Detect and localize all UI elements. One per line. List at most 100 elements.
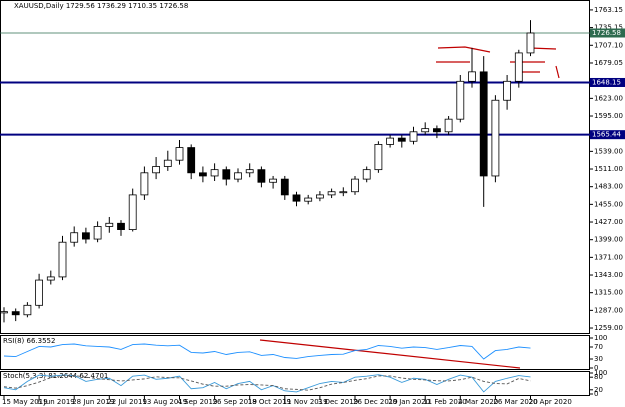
- candle-body: [409, 131, 418, 142]
- candle-body: [327, 191, 336, 196]
- candle-body: [128, 194, 137, 230]
- candle-body: [35, 279, 43, 306]
- trendline: [259, 46, 560, 369]
- candle-body: [456, 80, 465, 120]
- candle-body: [11, 311, 20, 316]
- x-tick-label: 26 Sep 2019: [213, 398, 257, 406]
- candle-body: [245, 169, 254, 174]
- y-tick-label: 70: [594, 343, 603, 351]
- y-tick-label: 1399.00: [594, 236, 623, 244]
- y-tick-label: 1763.15: [594, 6, 623, 14]
- candle-body: [397, 137, 406, 142]
- candle-body: [175, 147, 184, 161]
- candle-body: [432, 128, 441, 133]
- x-tick-label: 20 Jan 2020: [388, 398, 430, 406]
- y-tick-label: 1483.00: [594, 183, 623, 191]
- y-tick-label: 0: [594, 390, 598, 398]
- candle-body: [58, 241, 67, 278]
- y-tick-label: 1455.00: [594, 200, 623, 208]
- y-tick-label: 80: [594, 373, 603, 381]
- candle-body: [280, 178, 289, 196]
- candle-body: [421, 128, 430, 133]
- x-tick-label: 4 Sep 2019: [178, 398, 218, 406]
- y-tick-label: 100: [594, 334, 607, 342]
- x-tick-label: 26 Dec 2019: [353, 398, 398, 406]
- candle-body: [70, 232, 79, 243]
- y-tick-label: 1511.00: [594, 165, 623, 173]
- level-label: 1565.44: [592, 131, 621, 139]
- candle-body: [479, 71, 488, 177]
- rsi-panel: [0, 335, 590, 370]
- x-tick-label: 3 Dec 2019: [318, 398, 358, 406]
- candle-body: [339, 191, 348, 194]
- y-tick-label: 1287.00: [594, 306, 623, 314]
- y-tick-label: 100: [594, 369, 607, 377]
- candle-body: [269, 178, 278, 183]
- y-tick-label: 0: [594, 364, 598, 372]
- candle-body: [210, 169, 219, 177]
- level-label: 1648.15: [592, 78, 621, 86]
- candle-body: [152, 166, 161, 174]
- y-tick-label: 1371.00: [594, 253, 623, 261]
- candle-body: [292, 194, 301, 202]
- x-tick-label: 6 Jun 2019: [37, 398, 75, 406]
- candle-body: [491, 99, 500, 177]
- candle-body: [105, 222, 114, 227]
- y-tick-label: 1427.00: [594, 218, 623, 226]
- candle-body: [526, 32, 535, 54]
- candle-body: [503, 80, 512, 101]
- y-tick-label: 1679.05: [594, 59, 623, 67]
- indicator-line: [3, 375, 531, 391]
- y-tick-label: 1539.00: [594, 147, 623, 155]
- indicator-line: [3, 374, 531, 393]
- level-label-box: [590, 77, 625, 87]
- candle-body: [468, 71, 476, 82]
- x-tick-label: 22 Jul 2019: [107, 398, 147, 406]
- candle-body: [82, 232, 90, 240]
- candle-body: [386, 137, 395, 145]
- x-tick-label: 18 Oct 2019: [248, 398, 291, 406]
- candle-body: [362, 169, 371, 180]
- chart-title: XAUUSD,Daily 1729.56 1736.29 1710.35 172…: [14, 2, 188, 10]
- y-tick-label: 1623.00: [594, 94, 623, 102]
- candle-body: [46, 276, 55, 281]
- candle-body: [117, 222, 125, 230]
- y-tick-label: 1707.10: [594, 41, 623, 49]
- candle-body: [315, 194, 324, 199]
- candle-body: [187, 147, 196, 174]
- y-tick-label: 1315.00: [594, 289, 623, 297]
- level-label: 1726.58: [592, 29, 621, 37]
- candle-body: [198, 172, 207, 177]
- candle-body: [222, 169, 231, 180]
- candle-body: [140, 172, 149, 196]
- main-panel: [0, 0, 590, 334]
- y-tick-label: 1343.00: [594, 271, 623, 279]
- candle-body: [0, 311, 8, 314]
- x-tick-label: 15 May 2019: [2, 398, 48, 406]
- candle-body: [374, 144, 383, 171]
- candle-body: [257, 169, 266, 183]
- x-tick-label: 11 Nov 2019: [283, 398, 328, 406]
- candle-body: [93, 226, 102, 240]
- x-tick-label: 26 Mar 2020: [493, 398, 537, 406]
- candle-body: [163, 159, 172, 167]
- rsi-title: RSI(8) 66.3552: [3, 337, 55, 345]
- y-tick-label: 1595.00: [594, 112, 623, 120]
- y-tick-label: 20: [594, 386, 603, 394]
- level-label-box: [590, 130, 625, 140]
- y-tick-label: 1735.15: [594, 24, 623, 32]
- x-tick-label: 4 Mar 2020: [458, 398, 498, 406]
- x-tick-label: 11 Feb 2020: [423, 398, 467, 406]
- candle-body: [23, 304, 32, 316]
- x-tick-label: 28 Jun 2019: [72, 398, 114, 406]
- stoch-panel: [0, 371, 590, 396]
- x-tick-label: 13 Aug 2019: [142, 398, 187, 406]
- x-tick-label: 20 Apr 2020: [529, 398, 572, 406]
- candle-body: [444, 118, 453, 133]
- y-tick-label: 30: [594, 355, 603, 363]
- indicator-line: [3, 343, 531, 360]
- level-label-box: [590, 28, 625, 38]
- candle-body: [234, 172, 242, 180]
- candle-body: [351, 178, 359, 193]
